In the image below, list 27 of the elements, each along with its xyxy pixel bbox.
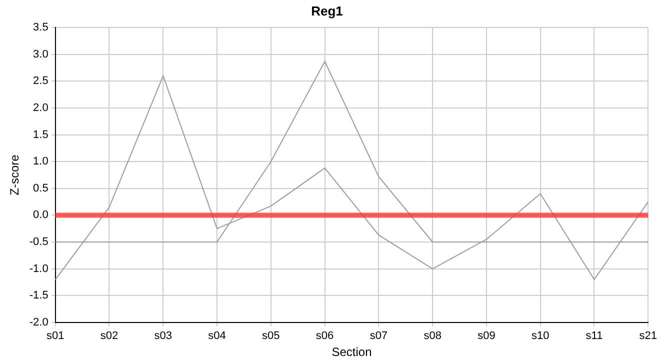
x-tick-label: s11 [586,330,603,342]
x-tick-label: s02 [100,330,118,342]
x-axis-title: Section [332,345,372,360]
y-tick-label: 0.0 [33,209,48,222]
y-tick-label: -1.5 [29,290,48,302]
y-tick-label: -1.0 [29,262,48,275]
x-tick-label: s04 [208,330,226,342]
x-tick-label: s07 [370,330,388,342]
x-tick-label: s09 [478,330,496,342]
y-tick-label: 2.0 [33,102,48,114]
y-tick-label: 1.5 [33,128,48,141]
y-tick-label: -2.0 [29,316,48,328]
y-tick-label: -0.5 [29,236,48,248]
y-tick-label: 0.5 [33,182,48,194]
chart-title: Reg1 [311,3,343,18]
x-tick-label: s03 [154,330,172,342]
x-tick-label: s06 [316,330,334,342]
y-tick-label: 3.5 [33,22,48,34]
x-tick-label: s05 [262,330,280,342]
y-tick-label: 2.5 [33,75,48,88]
x-tick-label: s08 [424,330,442,342]
x-tick-label: s21 [639,330,658,342]
x-tick-label: s10 [531,330,550,342]
y-tick-label: 3.0 [33,48,48,60]
x-tick-label: s01 [46,330,64,342]
y-tick-label: 1.0 [33,156,48,168]
y-axis-title: Z-score [8,154,22,196]
